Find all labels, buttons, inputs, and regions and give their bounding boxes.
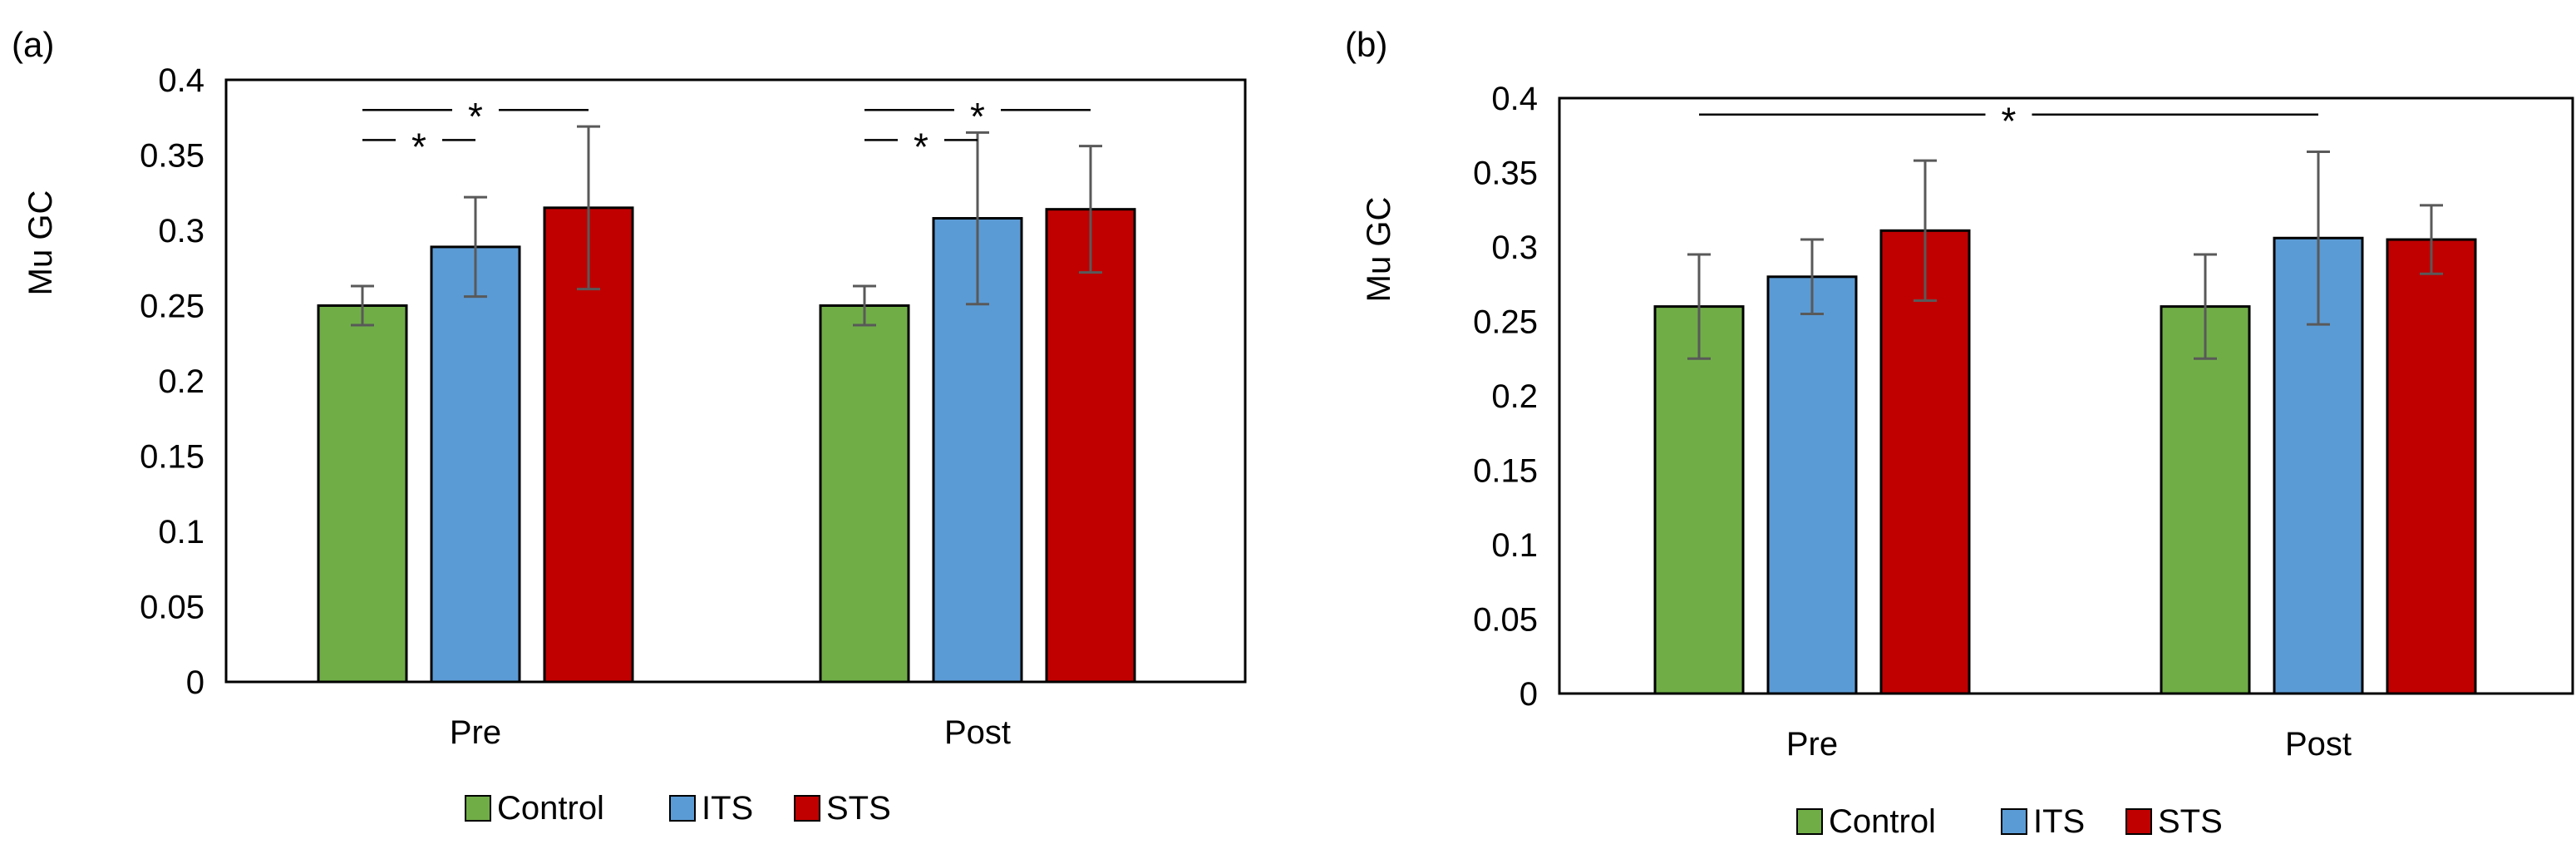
y-axis-title-b: Mu GC — [1361, 197, 1397, 303]
plot-frame — [224, 78, 1247, 684]
x-tick-label: Pre — [450, 714, 501, 751]
legend-swatch-control — [465, 795, 491, 822]
y-tick-label: 0.4 — [158, 62, 204, 99]
legend-label-sts: STS — [2158, 803, 2223, 840]
bar-control-pre — [1653, 305, 1745, 695]
bar-control-post — [2160, 305, 2251, 695]
plot-frame — [1558, 96, 2574, 695]
legend-label-control: Control — [1829, 803, 1936, 840]
bar-control-post — [819, 304, 910, 684]
significance-star: * — [411, 125, 426, 168]
y-tick-label: 0 — [1519, 676, 1538, 713]
plot-area-a: 0 0.05 0.1 0.15 0.2 0.25 0.3 0.35 0.4 Pre Post * * * * — [140, 62, 1247, 751]
y-tick-label: 0.05 — [140, 590, 204, 626]
significance-star: * — [2002, 100, 2017, 143]
bar-control-pre — [317, 304, 408, 684]
legend-swatch-its — [2001, 808, 2027, 835]
legend-a: Control ITS STS — [465, 790, 891, 827]
legend-swatch-control — [1796, 808, 1823, 835]
panel-label-a: (a) — [12, 25, 54, 64]
x-tick-label: Pre — [1786, 726, 1838, 763]
bar-sts-post — [1045, 208, 1136, 684]
y-tick-label: 0.1 — [158, 514, 204, 550]
bar-sts-pre — [1879, 229, 1971, 695]
bar-sts-post — [2386, 238, 2477, 695]
panel-label-b: (b) — [1345, 25, 1387, 64]
legend-label-control: Control — [497, 790, 604, 827]
legend-swatch-sts — [794, 795, 820, 822]
y-tick-label: 0.1 — [1491, 527, 1538, 564]
legend-b: Control ITS STS — [1796, 803, 2223, 840]
y-axis-title-a: Mu GC — [22, 190, 59, 296]
chart-panel-b: (b) Mu GC 0 0.05 0.1 0.15 0.2 0.25 0.3 0.35 0.4 P… — [1345, 25, 2574, 840]
y-tick-label: 0.3 — [1491, 230, 1538, 266]
y-tick-label: 0.2 — [158, 363, 204, 400]
y-tick-label: 0.35 — [140, 138, 204, 175]
significance-star: * — [468, 95, 483, 138]
x-tick-label: Post — [944, 714, 1011, 751]
chart-panel-a: (a) Mu GC 0 0.05 0.1 0.15 0.2 0.25 0.3 0.35 0.4 P… — [12, 25, 1247, 827]
y-tick-label: 0.25 — [1473, 304, 1538, 341]
y-tick-label: 0 — [186, 664, 204, 701]
significance-star: * — [970, 95, 985, 138]
legend-swatch-sts — [2125, 808, 2152, 835]
y-tick-label: 0.15 — [1473, 453, 1538, 490]
significance-star: * — [914, 125, 928, 168]
y-tick-label: 0.15 — [140, 439, 204, 476]
y-tick-label: 0.3 — [158, 213, 204, 249]
bar-its-pre — [1766, 275, 1858, 695]
plot-area-b: 0 0.05 0.1 0.15 0.2 0.25 0.3 0.35 0.4 Pre Post * — [1473, 81, 2574, 763]
legend-label-sts: STS — [826, 790, 891, 827]
bar-its-pre — [430, 245, 521, 684]
x-tick-label: Post — [2285, 726, 2352, 763]
legend-label-its: ITS — [2033, 803, 2085, 840]
y-tick-label: 0.2 — [1491, 378, 1538, 415]
y-tick-label: 0.4 — [1491, 81, 1538, 117]
y-tick-label: 0.05 — [1473, 602, 1538, 639]
legend-label-its: ITS — [702, 790, 753, 827]
y-tick-label: 0.25 — [140, 289, 204, 325]
y-tick-label: 0.35 — [1473, 156, 1538, 192]
legend-swatch-its — [669, 795, 696, 822]
